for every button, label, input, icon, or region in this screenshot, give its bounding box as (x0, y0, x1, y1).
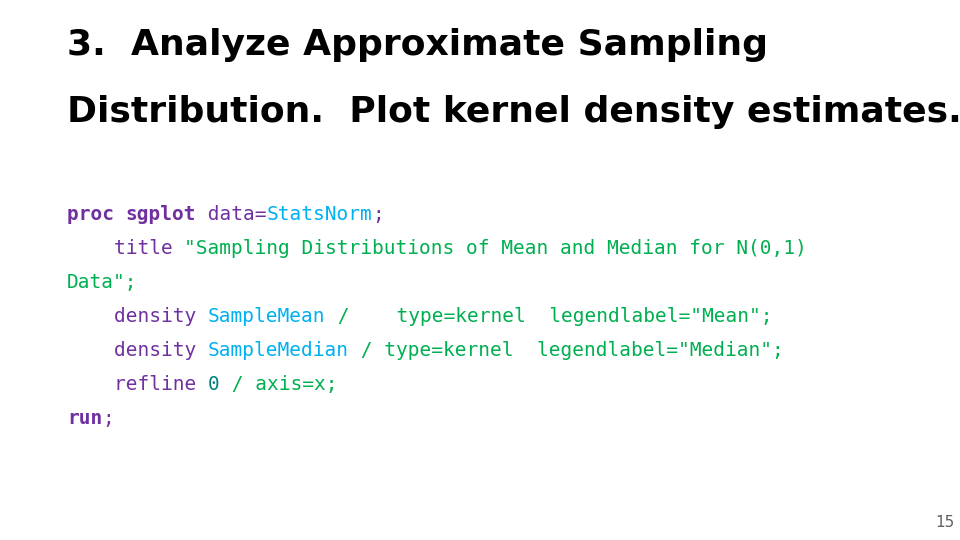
Text: /    type=kernel  legendlabel="Mean";: / type=kernel legendlabel="Mean"; (325, 307, 772, 326)
Text: data=: data= (196, 205, 267, 224)
Text: proc: proc (67, 205, 126, 224)
Text: 3.  Analyze Approximate Sampling: 3. Analyze Approximate Sampling (67, 28, 768, 62)
Text: StatsNorm: StatsNorm (267, 205, 372, 224)
Text: density: density (67, 307, 208, 326)
Text: Data";: Data"; (67, 273, 137, 292)
Text: 15: 15 (936, 515, 955, 530)
Text: Distribution.  Plot kernel density estimates.: Distribution. Plot kernel density estima… (67, 95, 960, 129)
Text: refline: refline (67, 375, 208, 394)
Text: "Sampling Distributions of Mean and Median for N(0,1): "Sampling Distributions of Mean and Medi… (184, 239, 807, 258)
Text: SampleMedian: SampleMedian (208, 341, 349, 360)
Text: 0: 0 (208, 375, 220, 394)
Text: density: density (67, 341, 208, 360)
Text: ;: ; (372, 205, 384, 224)
Text: SampleMean: SampleMean (208, 307, 325, 326)
Text: title: title (67, 239, 184, 258)
Text: / type=kernel  legendlabel="Median";: / type=kernel legendlabel="Median"; (349, 341, 783, 360)
Text: run: run (67, 409, 103, 428)
Text: ;: ; (103, 409, 114, 428)
Text: sgplot: sgplot (126, 205, 196, 224)
Text: / axis=x;: / axis=x; (220, 375, 337, 394)
